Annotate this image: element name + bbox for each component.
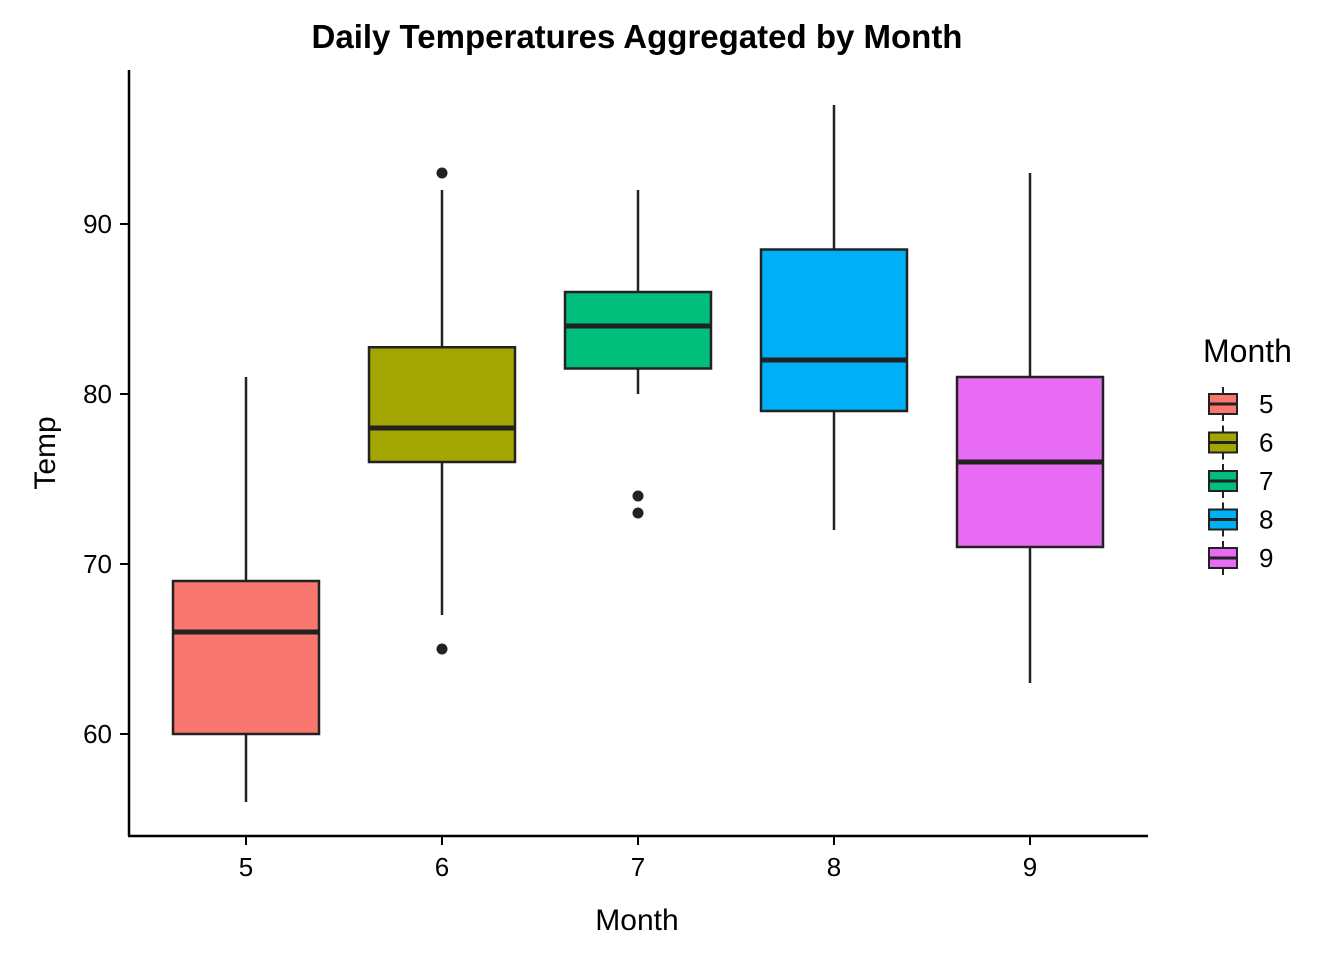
x-tick-label: 7 [631, 852, 645, 882]
legend-entry-5: 5 [1208, 387, 1273, 421]
legend-entry-9: 9 [1208, 541, 1273, 575]
x-axis-title: Month [595, 904, 678, 937]
y-axis-ticks: 60 70 80 90 [83, 209, 129, 749]
legend-title: Month [1203, 333, 1292, 369]
legend-entry-7: 7 [1208, 464, 1273, 498]
y-axis-title: Temp [29, 416, 62, 489]
legend-entries: 5 6 7 8 9 [1208, 387, 1273, 575]
box-month-9 [955, 173, 1105, 683]
box-body [563, 290, 713, 370]
box-month-6 [367, 167, 517, 655]
legend-label: 9 [1259, 543, 1273, 573]
chart-title: Daily Temperatures Aggregated by Month [312, 18, 963, 55]
x-tick-label: 5 [239, 852, 253, 882]
y-tick-label: 70 [83, 549, 112, 579]
legend: Month 5 6 7 8 9 [1203, 333, 1292, 575]
outlier-point [632, 507, 644, 519]
legend-entry-6: 6 [1208, 425, 1273, 460]
x-tick-label: 8 [827, 852, 841, 882]
box-body [171, 579, 321, 736]
outlier-point [436, 167, 448, 179]
legend-label: 7 [1259, 466, 1273, 496]
box-month-7 [563, 190, 713, 519]
legend-label: 6 [1259, 428, 1273, 458]
y-tick-label: 90 [83, 209, 112, 239]
box-body [759, 248, 909, 413]
y-tick-label: 60 [83, 719, 112, 749]
x-tick-label: 6 [435, 852, 449, 882]
box-month-5 [171, 377, 321, 802]
x-axis-ticks: 5 6 7 8 9 [239, 836, 1037, 882]
outlier-point [436, 643, 448, 655]
outlier-point [632, 490, 644, 502]
legend-entry-8: 8 [1208, 502, 1273, 537]
legend-label: 8 [1259, 505, 1273, 535]
plot-area [171, 105, 1105, 802]
y-tick-label: 80 [83, 379, 112, 409]
box-body [367, 346, 517, 464]
x-tick-label: 9 [1023, 852, 1037, 882]
box-month-8 [759, 105, 909, 530]
legend-label: 5 [1259, 389, 1273, 419]
